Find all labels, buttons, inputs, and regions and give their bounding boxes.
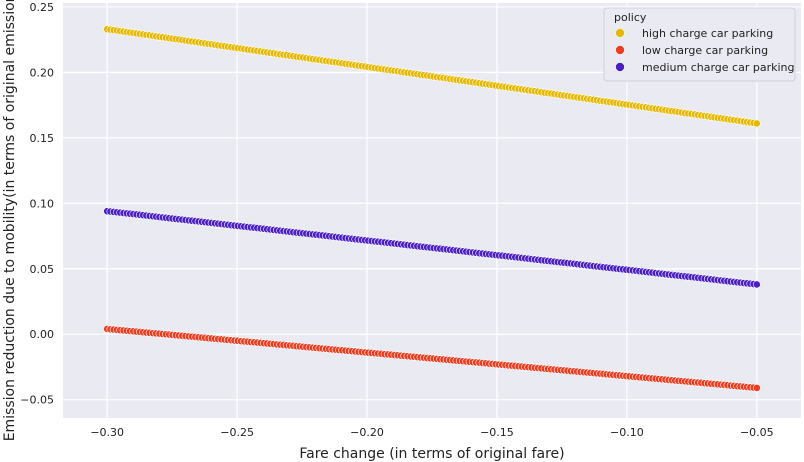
data-point <box>752 119 761 128</box>
x-tick-label: −0.25 <box>220 426 254 439</box>
legend-marker <box>615 28 625 38</box>
x-tick-label: −0.15 <box>480 426 514 439</box>
y-tick-label: 0.10 <box>30 197 55 210</box>
x-tick-labels: −0.30 −0.25 −0.20 −0.15 −0.10 −0.05 <box>90 426 773 439</box>
y-tick-label: 0.20 <box>30 66 55 79</box>
data-point <box>752 383 761 392</box>
series-high-charge-car-parking <box>103 25 761 128</box>
legend-entry: medium charge car parking <box>642 61 794 74</box>
x-axis-label: Fare change (in terms of original fare) <box>299 446 564 462</box>
legend-box <box>603 7 796 82</box>
x-tick-label: −0.20 <box>350 426 384 439</box>
data-points <box>103 25 761 392</box>
y-tick-label: −0.05 <box>20 394 54 407</box>
series-low-charge-car-parking <box>103 325 761 392</box>
y-tick-label: 0.05 <box>30 263 55 276</box>
legend-entry: low charge car parking <box>642 44 768 57</box>
legend-title: policy <box>614 11 647 24</box>
legend-marker <box>615 62 625 72</box>
legend: policy high charge car parking low charge… <box>603 7 796 82</box>
x-tick-label: −0.05 <box>740 426 774 439</box>
legend-marker <box>615 45 625 55</box>
y-tick-labels: −0.05 0.00 0.05 0.10 0.15 0.20 0.25 <box>20 1 54 407</box>
x-tick-label: −0.10 <box>610 426 644 439</box>
y-axis-label: Emission reduction due to mobility(in te… <box>2 0 18 441</box>
data-point <box>752 280 761 289</box>
x-tick-label: −0.30 <box>90 426 124 439</box>
y-tick-label: 0.15 <box>30 132 55 145</box>
legend-entry: high charge car parking <box>642 27 773 40</box>
series-medium-charge-car-parking <box>103 207 761 289</box>
y-tick-label: 0.25 <box>30 1 55 14</box>
y-tick-label: 0.00 <box>30 328 55 341</box>
